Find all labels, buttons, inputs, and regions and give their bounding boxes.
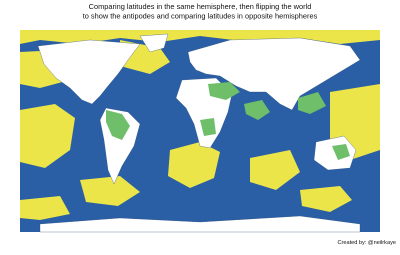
title-line: to show the antipodes and comparing lati…: [83, 12, 318, 21]
credit: Created by: @neilrkaye: [337, 240, 396, 246]
title-line: Comparing latitudes in the same hemisphe…: [89, 2, 312, 11]
world-map: [20, 30, 380, 233]
land-overlap: [106, 82, 350, 160]
